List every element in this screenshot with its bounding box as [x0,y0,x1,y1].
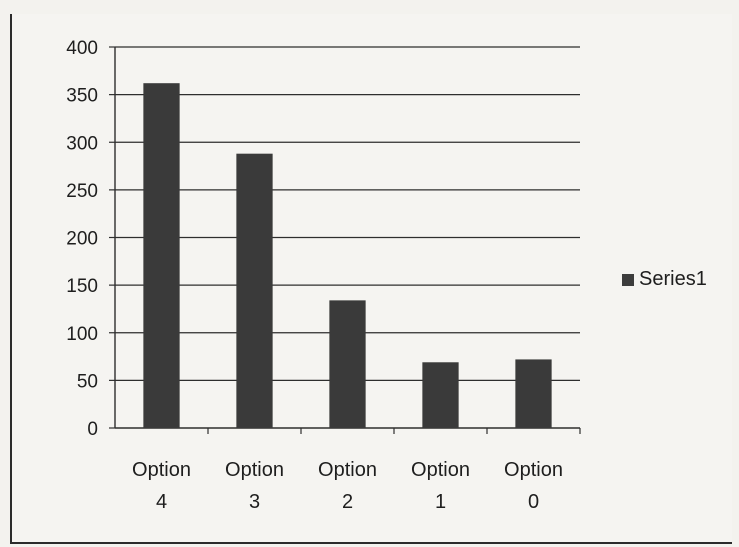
y-tick-label-150: 150 [66,276,98,297]
bar-2 [329,300,366,428]
x-tick-label-3-1: 1 [435,491,446,513]
bar-0 [143,83,180,428]
bar-4 [515,359,552,428]
y-tick-label-400: 400 [66,38,98,59]
legend: Series1 [622,268,707,291]
y-tick-label-300: 300 [66,133,98,154]
x-tick-label-0-0: Option [132,459,191,481]
x-tick-label-4-1: 0 [528,491,539,513]
x-tick-label-3-0: Option [411,459,470,481]
legend-label-series1: Series1 [639,268,707,290]
x-tick-label-2-0: Option [318,459,377,481]
y-tick-label-0: 0 [87,419,98,440]
y-tick-label-50: 50 [77,371,98,392]
x-tick-label-2-1: 2 [342,491,353,513]
y-tick-label-200: 200 [66,229,98,250]
x-tick-label-0-1: 4 [156,491,167,513]
bar-3 [422,362,459,428]
bar-1 [236,153,273,428]
x-tick-label-4-0: Option [504,459,563,481]
y-tick-label-100: 100 [66,324,98,345]
chart-area [10,14,732,544]
y-tick-label-350: 350 [66,86,98,107]
y-tick-label-250: 250 [66,181,98,202]
legend-swatch-series1 [622,273,634,286]
x-tick-label-1-0: Option [225,459,284,481]
x-tick-label-1-1: 3 [249,491,260,513]
